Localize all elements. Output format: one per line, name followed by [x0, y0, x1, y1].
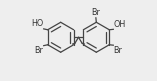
Text: Br: Br — [114, 46, 123, 55]
Text: Br: Br — [34, 46, 43, 55]
Text: Br: Br — [91, 8, 100, 17]
Text: HO: HO — [31, 19, 43, 28]
Text: OH: OH — [114, 20, 126, 29]
